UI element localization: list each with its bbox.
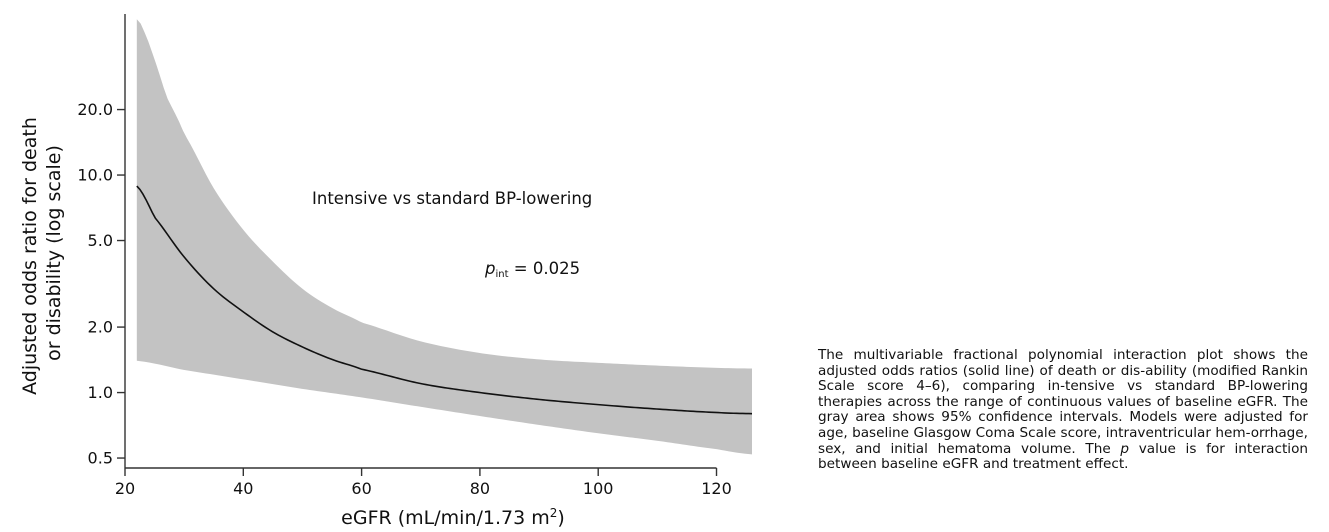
p-subscript: int [495, 269, 508, 280]
y-tick-label: 5.0 [88, 231, 113, 250]
x-axis-title-superscript: 2 [550, 506, 558, 520]
y-axis-ticks: 0.5 1.0 2.0 5.0 10.0 20.0 [77, 100, 125, 468]
odds-ratio-line [136, 185, 753, 415]
caption-p-symbol: p [1120, 440, 1130, 457]
y-tick-label: 20.0 [77, 100, 113, 119]
y-tick-label: 0.5 [88, 449, 113, 468]
y-tick-label: 1.0 [88, 383, 113, 402]
x-tick-label: 40 [233, 479, 253, 498]
p-interaction-label: pint = 0.025 [484, 259, 580, 280]
y-axis-title: Adjusted odds ratio for death or disabil… [19, 111, 65, 395]
y-axis-title-line-2: or disability (log scale) [43, 145, 65, 361]
x-tick-label: 20 [115, 479, 135, 498]
caption-text-2: value is for interaction between baselin… [818, 440, 1308, 473]
comparison-label: Intensive vs standard BP-lowering [312, 189, 592, 208]
y-tick-label: 2.0 [88, 318, 113, 337]
x-tick-label: 80 [470, 479, 490, 498]
y-tick-label: 10.0 [77, 166, 113, 185]
caption-text-1: The multivariable fractional polynomial … [818, 347, 1308, 457]
p-value: = 0.025 [509, 259, 581, 278]
x-tick-label: 100 [583, 479, 614, 498]
x-tick-label: 60 [351, 479, 371, 498]
x-axis-title: eGFR (mL/min/1.73 m2) [341, 506, 565, 529]
x-axis-ticks: 20 40 60 80 100 120 [115, 468, 732, 498]
x-tick-label: 120 [701, 479, 732, 498]
y-axis-title-line-1: Adjusted odds ratio for death [19, 117, 41, 395]
x-axis-title-main: eGFR (mL/min/1.73 m [341, 507, 550, 529]
confidence-interval-band [136, 19, 752, 455]
figure-caption: The multivariable fractional polynomial … [818, 347, 1308, 473]
p-symbol: p [484, 259, 495, 278]
x-axis-title-suffix: ) [557, 507, 564, 529]
